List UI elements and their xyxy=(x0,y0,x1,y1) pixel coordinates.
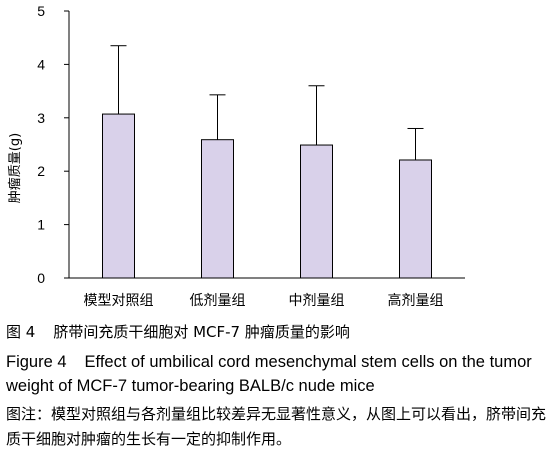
caption-chinese-label: 图 4 xyxy=(6,323,36,341)
bar-1 xyxy=(201,139,234,279)
bar-0 xyxy=(102,113,135,279)
x-tick-label-3: 高剂量组 xyxy=(388,292,444,309)
error-bar-3 xyxy=(407,127,424,160)
caption-note: 图注：模型对照组与各剂量组比较差异无显著性意义，从图上可以看出，脐带间充质干细胞… xyxy=(6,405,547,448)
y-tick-label-1: 1 xyxy=(37,217,45,233)
y-tick-label-2: 2 xyxy=(37,163,45,179)
y-axis-title: 肿瘤质量(g) xyxy=(7,133,23,203)
caption-chinese-text: 脐带间充质干细胞对 MCF-7 肿瘤质量的影响 xyxy=(53,323,350,341)
error-bar-1 xyxy=(209,94,226,140)
bar-3 xyxy=(399,159,432,279)
error-bar-2 xyxy=(308,85,325,146)
y-tick-label-5: 5 xyxy=(37,3,45,19)
x-axis-labels: 模型对照组 低剂量组 中剂量组 高剂量组 xyxy=(84,292,444,309)
bars xyxy=(102,113,432,279)
y-tick-label-0: 0 xyxy=(37,270,45,286)
y-axis: 0 1 2 3 4 5 xyxy=(37,3,70,286)
bar-2 xyxy=(300,144,333,279)
caption-english-label: Figure 4 xyxy=(6,353,67,371)
error-bars xyxy=(110,45,424,160)
y-tick-label-3: 3 xyxy=(37,110,45,126)
caption-chinese: 图 4 脐带间充质干细胞对 MCF-7 肿瘤质量的影响 xyxy=(6,322,554,342)
x-tick-label-1: 低剂量组 xyxy=(190,293,246,309)
caption-english: Figure 4 Effect of umbilical cord mesench… xyxy=(6,350,554,398)
x-tick-label-0: 模型对照组 xyxy=(84,293,154,309)
error-bar-0 xyxy=(110,45,127,115)
bar-chart: 0 1 2 3 4 5 模型对照组 低剂量组 中剂量组 高剂量组 肿瘤质量(g) xyxy=(7,3,465,309)
caption-english-text: Effect of umbilical cord mesenchymal ste… xyxy=(6,353,532,395)
x-tick-label-2: 中剂量组 xyxy=(289,293,345,309)
y-tick-label-4: 4 xyxy=(37,56,45,72)
